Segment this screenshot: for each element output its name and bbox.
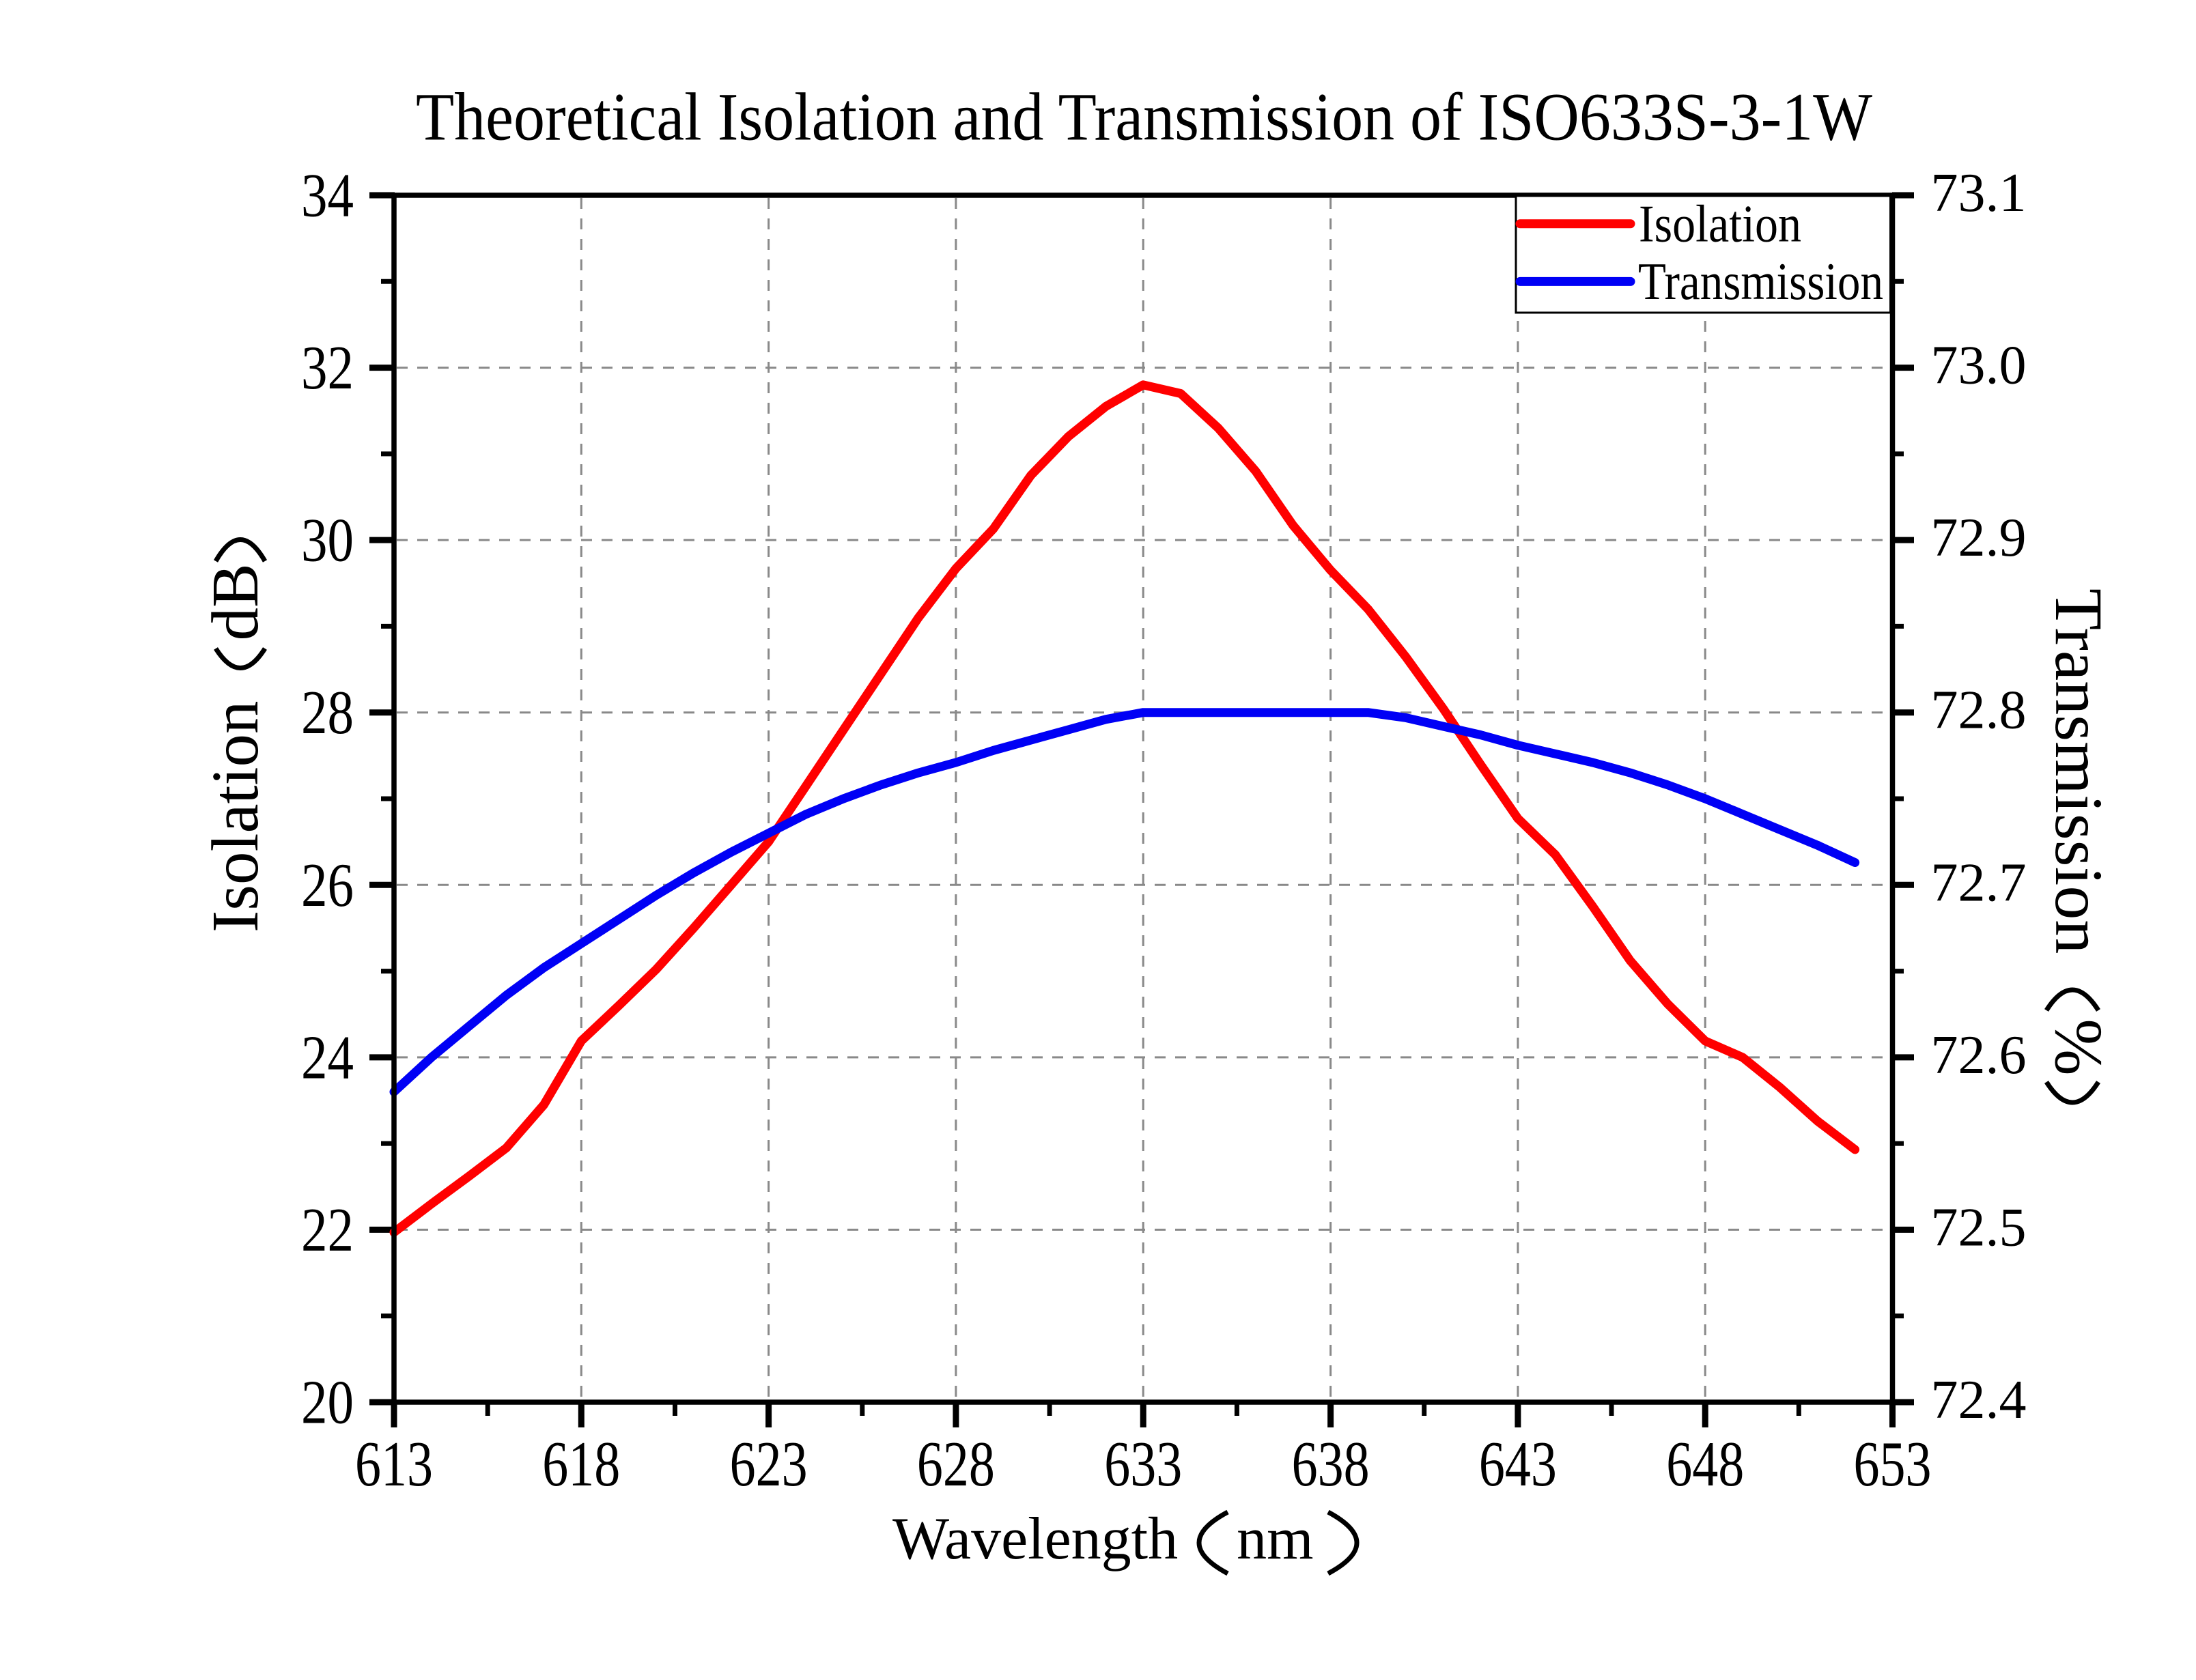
- svg-text:72.9: 72.9: [1931, 508, 2027, 568]
- svg-text:618: 618: [542, 1429, 620, 1500]
- svg-text:Theoretical Isolation and Tran: Theoretical Isolation and Transmission o…: [416, 79, 1873, 155]
- svg-text:72.4: 72.4: [1931, 1370, 2027, 1430]
- svg-text:72.6: 72.6: [1931, 1025, 2027, 1085]
- svg-text:Transmission: Transmission: [1638, 252, 1883, 311]
- svg-text:24: 24: [301, 1023, 354, 1092]
- svg-text:28: 28: [301, 678, 354, 747]
- svg-text:32: 32: [301, 333, 354, 402]
- svg-text:628: 628: [917, 1429, 995, 1500]
- svg-text:Isolation: Isolation: [1639, 195, 1801, 253]
- svg-text:26: 26: [301, 851, 354, 920]
- svg-text:20: 20: [301, 1368, 354, 1437]
- svg-text:648: 648: [1666, 1429, 1744, 1500]
- svg-text:72.5: 72.5: [1931, 1197, 2027, 1257]
- svg-text:IsolationdB: IsolationdB: [199, 563, 272, 932]
- svg-text:72.8: 72.8: [1931, 681, 2027, 741]
- svg-text:653: 653: [1854, 1429, 1932, 1500]
- svg-text:633: 633: [1104, 1429, 1182, 1500]
- svg-text:643: 643: [1479, 1429, 1557, 1500]
- svg-text:623: 623: [730, 1429, 808, 1500]
- svg-text:72.7: 72.7: [1931, 853, 2027, 913]
- svg-text:638: 638: [1292, 1429, 1370, 1500]
- svg-text:34: 34: [301, 161, 354, 230]
- svg-text:73.0: 73.0: [1931, 336, 2027, 396]
- svg-text:73.1: 73.1: [1931, 163, 2027, 223]
- svg-text:22: 22: [301, 1195, 354, 1264]
- svg-text:613: 613: [355, 1429, 433, 1500]
- svg-text:30: 30: [301, 506, 354, 575]
